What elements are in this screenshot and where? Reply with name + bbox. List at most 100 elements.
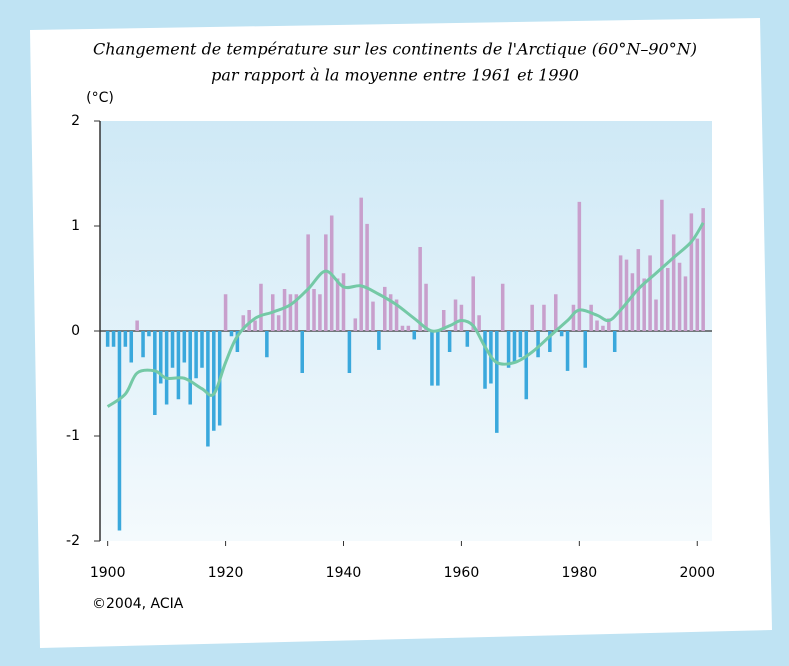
trend-line	[106, 222, 705, 408]
bar	[666, 268, 670, 331]
bar	[229, 331, 234, 337]
bar	[536, 331, 540, 358]
bar	[677, 262, 682, 331]
bar	[506, 331, 511, 368]
bar	[624, 259, 629, 331]
bar	[200, 331, 204, 368]
bar	[153, 331, 157, 415]
bar	[542, 304, 546, 331]
bar	[300, 331, 304, 373]
bar	[253, 320, 257, 331]
bar	[247, 310, 251, 331]
bar	[276, 315, 281, 331]
bar	[648, 255, 652, 331]
x-tick-label: 1940	[326, 565, 362, 581]
bar	[642, 278, 646, 331]
bar	[447, 331, 452, 352]
bar	[359, 197, 363, 331]
bar	[158, 331, 163, 384]
bar	[565, 331, 570, 371]
bar	[595, 320, 599, 331]
bar	[430, 331, 434, 386]
bar	[182, 331, 187, 363]
bar	[654, 299, 658, 331]
bar	[583, 331, 588, 368]
bar	[459, 304, 464, 331]
bar	[111, 331, 116, 347]
y-axis-label: (°C)	[86, 90, 114, 106]
bar	[306, 234, 310, 331]
x-tick-label: 1920	[208, 565, 244, 581]
bar	[406, 325, 411, 331]
bar	[400, 325, 405, 331]
bar	[471, 276, 475, 331]
bar	[312, 289, 316, 331]
y-tick-label: 0	[71, 323, 80, 339]
bar	[683, 276, 688, 331]
bar	[164, 331, 169, 405]
bar	[282, 289, 287, 331]
bar	[365, 223, 369, 331]
bar	[589, 304, 593, 331]
bar	[353, 318, 358, 331]
bar	[265, 331, 269, 358]
bar	[412, 331, 417, 340]
bar	[701, 208, 705, 331]
credit: ©2004, ACIA	[92, 596, 184, 612]
bar	[618, 255, 623, 331]
bar	[223, 294, 228, 331]
bar	[294, 294, 299, 331]
bar	[318, 294, 322, 331]
x-tick-label: 1980	[562, 565, 598, 581]
y-tick-label: -1	[66, 428, 80, 444]
bar	[548, 331, 552, 352]
bar	[394, 299, 399, 331]
bar	[105, 331, 110, 347]
bar	[135, 320, 139, 331]
bar	[377, 331, 381, 350]
bar	[335, 278, 340, 331]
chart-subtitle: par rapport à la moyenne entre 1961 et 1…	[211, 66, 579, 85]
bar	[477, 315, 481, 331]
bar	[212, 331, 216, 431]
bar	[495, 331, 499, 433]
bar	[188, 331, 192, 405]
bar	[630, 273, 635, 331]
bar	[424, 283, 428, 331]
bar	[689, 213, 694, 331]
bar	[371, 301, 375, 331]
bar	[441, 310, 446, 331]
bar	[123, 331, 128, 347]
bar	[418, 247, 422, 331]
bar	[453, 299, 458, 331]
x-tick-label: 2000	[679, 565, 715, 581]
bar	[500, 283, 505, 331]
bar	[660, 199, 664, 331]
bar	[518, 331, 523, 358]
bar	[241, 315, 246, 331]
bar	[559, 331, 564, 337]
bar	[553, 294, 558, 331]
bar	[259, 283, 263, 331]
bar	[571, 304, 576, 331]
x-tick-label: 1900	[90, 565, 126, 581]
bar	[170, 331, 175, 368]
bar	[577, 201, 582, 331]
bar	[141, 331, 145, 358]
y-tick-label: -2	[66, 533, 80, 549]
bar	[436, 331, 440, 386]
bar	[117, 331, 122, 531]
y-tick-label: 2	[71, 113, 80, 129]
bar	[324, 234, 328, 331]
y-tick-label: 1	[71, 218, 80, 234]
bar	[388, 294, 393, 331]
bar	[512, 331, 517, 363]
bar	[206, 331, 210, 447]
bar	[612, 331, 617, 352]
bar	[129, 331, 134, 363]
bar	[524, 331, 529, 400]
chart-title: Changement de température sur les contin…	[93, 40, 697, 59]
bar	[530, 304, 534, 331]
bar	[347, 331, 352, 373]
